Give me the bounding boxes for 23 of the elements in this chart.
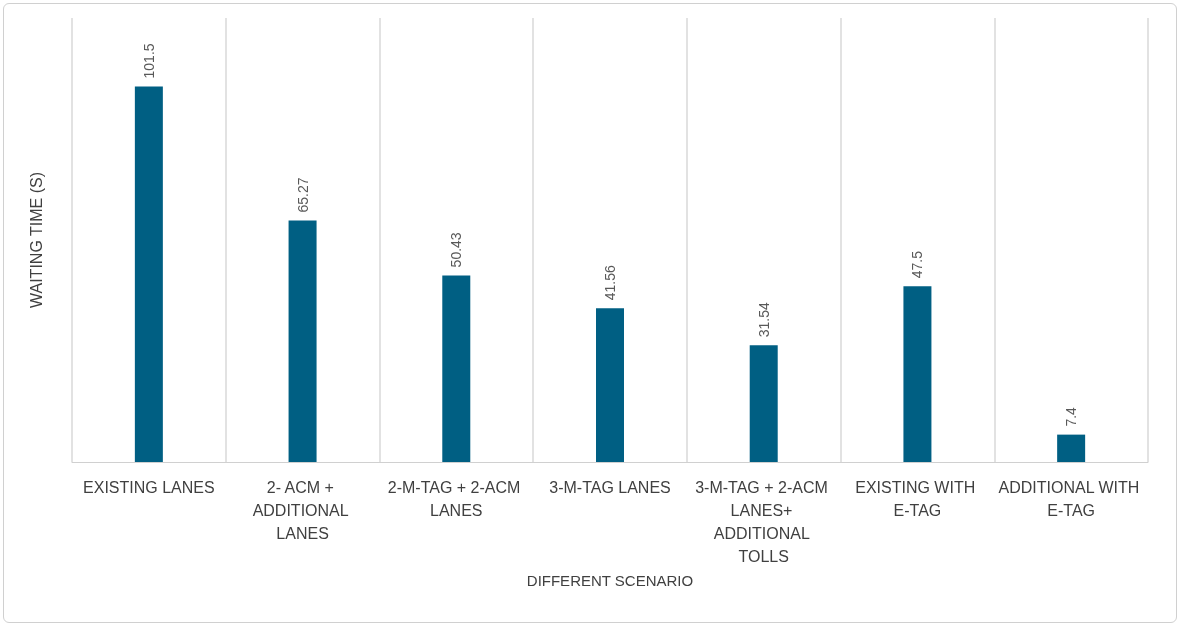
x-tick-label: 3-M-TAG + 2-ACM LANES+ ADDITIONAL TOLLS bbox=[695, 479, 833, 565]
x-tick-label: 2- ACM + ADDITIONAL LANES bbox=[252, 479, 353, 542]
data-label: 31.54 bbox=[755, 302, 772, 338]
x-tick-label: EXISTING LANES bbox=[83, 479, 215, 496]
x-tick-label: 2-M-TAG + 2-ACM LANES bbox=[387, 479, 525, 519]
bar bbox=[749, 345, 778, 462]
data-label: 47.5 bbox=[909, 250, 926, 279]
data-label: 41.56 bbox=[602, 264, 618, 301]
bar bbox=[442, 275, 471, 462]
bar bbox=[1057, 434, 1086, 462]
x-tick-label: ADDITIONAL WITH E-TAG bbox=[998, 479, 1144, 519]
bar bbox=[903, 286, 932, 462]
bar bbox=[288, 220, 317, 462]
y-axis-title: WAITING TIME (S) bbox=[27, 172, 45, 308]
bar bbox=[596, 308, 624, 462]
data-label: 7.4 bbox=[1063, 406, 1080, 427]
x-axis-title: DIFFERENT SCENARIO bbox=[526, 571, 694, 589]
x-tick-label: EXISTING WITH E-TAG bbox=[855, 479, 980, 519]
bar bbox=[134, 86, 163, 462]
x-tick-label: 3-M-TAG LANES bbox=[549, 479, 671, 496]
data-label: 65.27 bbox=[294, 177, 311, 213]
data-label: 101.5 bbox=[140, 43, 157, 79]
data-label: 50.43 bbox=[448, 232, 465, 268]
